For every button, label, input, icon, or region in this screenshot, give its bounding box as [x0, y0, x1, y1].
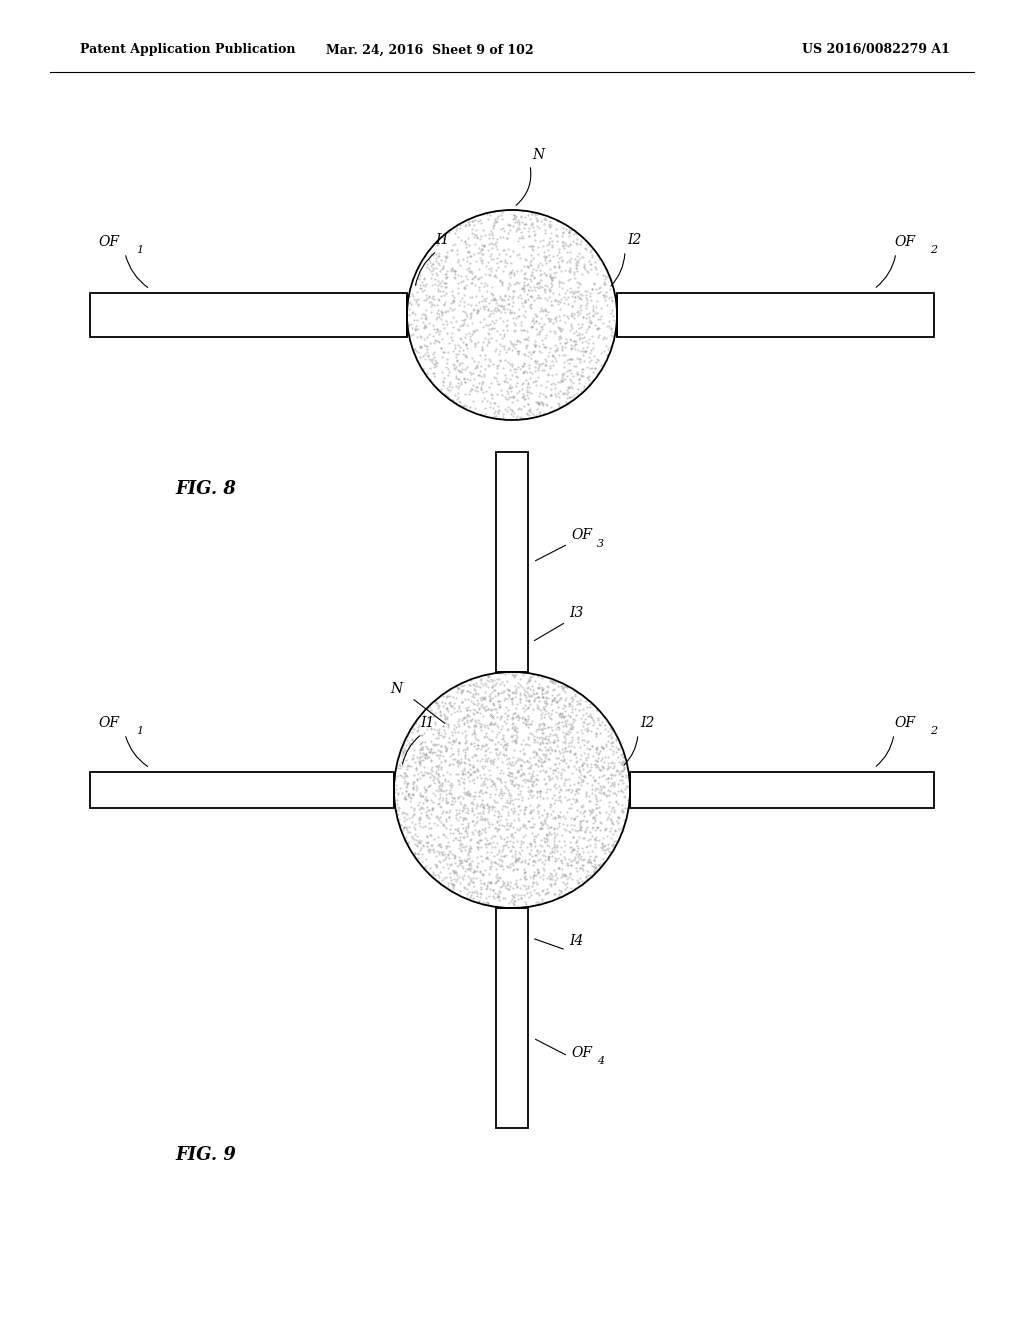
Text: 1: 1	[136, 726, 143, 737]
Text: OF: OF	[894, 235, 915, 249]
Text: I2: I2	[627, 234, 641, 247]
Text: OF: OF	[98, 715, 119, 730]
Text: 2: 2	[930, 246, 937, 255]
Bar	[617, 293, 934, 337]
Text: FIG. 9: FIG. 9	[175, 1146, 236, 1164]
Text: Patent Application Publication: Patent Application Publication	[80, 44, 296, 57]
Bar	[496, 908, 528, 1129]
Text: FIG. 8: FIG. 8	[175, 480, 236, 498]
Text: I2: I2	[640, 715, 654, 730]
Text: 2: 2	[930, 726, 937, 737]
Text: I1: I1	[435, 234, 450, 247]
Text: Mar. 24, 2016  Sheet 9 of 102: Mar. 24, 2016 Sheet 9 of 102	[327, 44, 534, 57]
Text: 4: 4	[597, 1056, 604, 1067]
Text: I4: I4	[569, 935, 584, 948]
Bar	[630, 772, 934, 808]
Text: US 2016/0082279 A1: US 2016/0082279 A1	[802, 44, 950, 57]
Text: N: N	[390, 681, 402, 696]
Text: OF: OF	[894, 715, 915, 730]
Bar	[90, 772, 394, 808]
Text: I1: I1	[420, 715, 434, 730]
Bar	[90, 293, 407, 337]
Text: N: N	[532, 148, 544, 162]
Text: OF: OF	[571, 528, 592, 543]
Text: OF: OF	[98, 235, 119, 249]
Text: OF: OF	[571, 1045, 592, 1060]
Text: 1: 1	[136, 246, 143, 255]
Text: I3: I3	[569, 606, 584, 620]
Bar	[496, 451, 528, 672]
Text: 3: 3	[597, 539, 604, 549]
